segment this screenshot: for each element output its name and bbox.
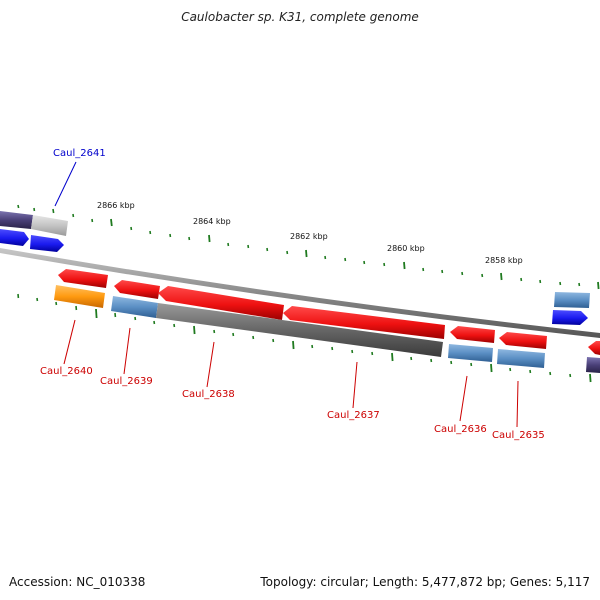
accession-text: Accession: NC_010338	[9, 575, 146, 589]
forward-gene-arrow-right	[552, 310, 588, 325]
gene-labels: Caul_2641 Caul_2640 Caul_2639 Caul_2638 …	[40, 148, 545, 441]
gc-skew-segment-right-lower	[586, 357, 600, 373]
leader-caul-2636	[459, 375, 468, 422]
reverse-gene-caul-2636	[450, 326, 495, 343]
scale-label-2860: 2860 kbp	[387, 244, 425, 253]
gene-label-caul-2641[interactable]: Caul_2641	[53, 148, 106, 159]
leader-caul-2635	[516, 380, 519, 428]
inner-tick-track	[17, 293, 592, 383]
scale-label-2864: 2864 kbp	[193, 217, 231, 226]
leader-caul-2639	[123, 327, 131, 375]
scale-label-2858: 2858 kbp	[485, 256, 523, 265]
leader-caul-2637	[352, 361, 358, 409]
gene-label-caul-2640[interactable]: Caul_2640	[40, 366, 93, 377]
pseudo-gene-caul-2640	[54, 285, 105, 308]
genome-title: Caulobacter sp. K31, complete genome	[181, 10, 419, 24]
reverse-gene-caul-2637	[283, 306, 445, 339]
leader-caul-2640	[63, 319, 76, 365]
reverse-gene-right-edge	[588, 341, 600, 355]
leader-caul-2638	[206, 341, 215, 388]
reverse-gene-caul-2638	[158, 286, 284, 320]
label-leaders	[54, 161, 519, 428]
gene-label-caul-2636[interactable]: Caul_2636	[434, 424, 487, 435]
rna-gene-right-upper	[554, 292, 590, 308]
scale-label-2866: 2866 kbp	[97, 201, 135, 210]
gc-skew-segment-left-upper	[0, 211, 33, 229]
rna-gene-caul-2639	[111, 296, 158, 318]
gene-label-caul-2635[interactable]: Caul_2635	[492, 430, 545, 441]
reverse-gene-caul-2639	[114, 280, 160, 299]
scale-label-2862: 2862 kbp	[290, 232, 328, 241]
reverse-gene-caul-2635	[499, 332, 547, 349]
gene-block-caul-2638-2637	[156, 303, 443, 357]
outer-tick-track	[17, 204, 600, 290]
gene-block-caul-2641	[31, 215, 68, 236]
leader-caul-2641	[54, 161, 77, 207]
gene-label-caul-2639[interactable]: Caul_2639	[100, 376, 153, 387]
rna-gene-caul-2636	[448, 344, 493, 362]
forward-gene-arrow-caul-2641	[30, 235, 64, 252]
inner-feature-track	[54, 285, 600, 373]
reverse-gene-caul-2640	[58, 269, 108, 288]
gene-label-caul-2637[interactable]: Caul_2637	[327, 410, 380, 421]
reverse-strand-track	[58, 269, 600, 355]
rna-gene-caul-2635	[497, 349, 545, 368]
forward-gene-arrow-left	[0, 229, 29, 246]
genome-backbone-arc	[0, 248, 600, 338]
scale-labels: 2866 kbp 2864 kbp 2862 kbp 2860 kbp 2858…	[97, 201, 523, 265]
forward-strand-track	[0, 211, 590, 325]
genome-summary-text: Topology: circular; Length: 5,477,872 bp…	[260, 575, 590, 589]
gene-label-caul-2638[interactable]: Caul_2638	[182, 389, 235, 400]
